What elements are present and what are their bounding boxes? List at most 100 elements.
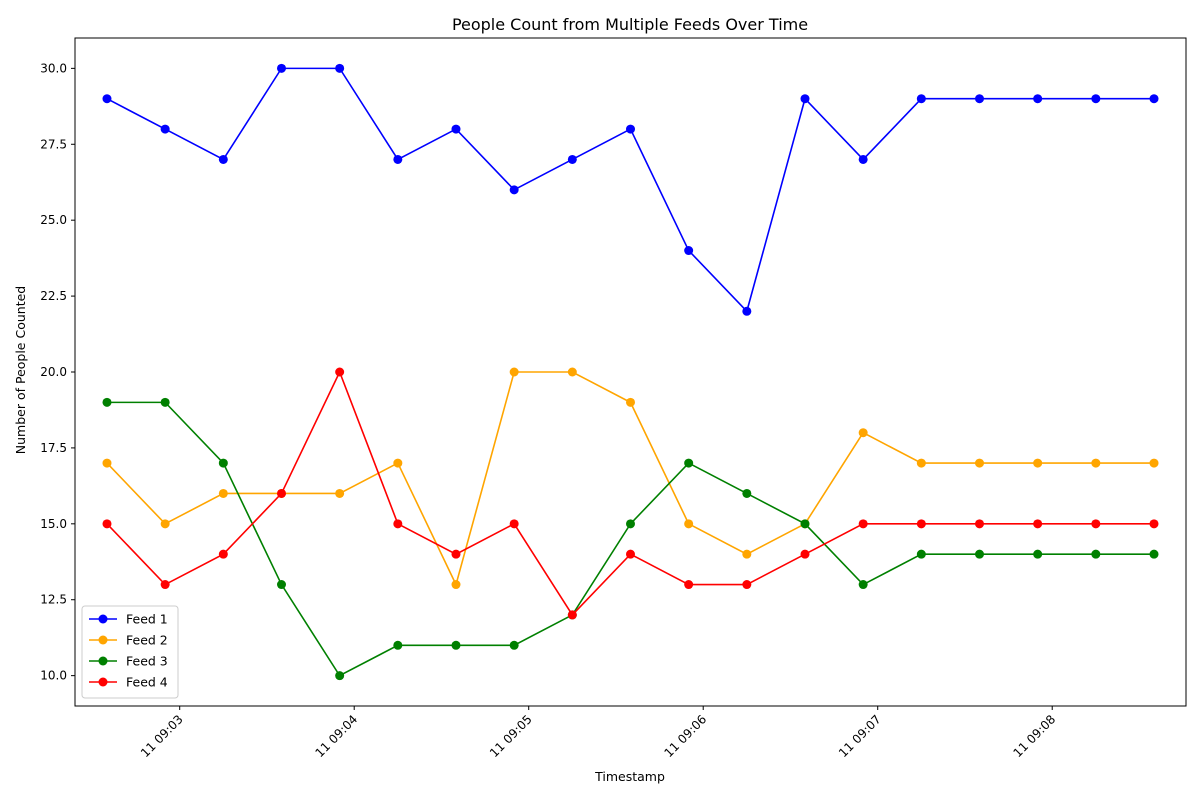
data-point [626, 549, 635, 559]
data-point [509, 519, 519, 529]
data-point [1091, 458, 1101, 468]
legend-label: Feed 1 [126, 612, 168, 627]
data-point [1033, 94, 1043, 104]
legend-item: Feed 4 [89, 675, 168, 690]
y-tick-label: 20.0 [40, 365, 67, 379]
data-point [975, 458, 985, 468]
data-point [1033, 549, 1043, 559]
legend-marker [98, 635, 108, 645]
y-axis-label: Number of People Counted [13, 286, 28, 454]
legend-box [81, 605, 179, 699]
data-point [1033, 458, 1043, 468]
data-point [742, 549, 752, 559]
x-tick-label: 11 09:08 [1010, 712, 1058, 760]
y-tick-label: 27.5 [40, 137, 67, 151]
data-point [800, 94, 810, 104]
data-point [858, 519, 868, 529]
data-point [916, 94, 926, 104]
y-axis: 10.0 12.5 15.0 17.5 20.0 22.5 25.0 27.5 30.0 [40, 61, 75, 683]
data-point [393, 519, 403, 529]
data-point [858, 154, 868, 164]
y-tick-label: 25.0 [40, 213, 67, 227]
legend-marker [98, 656, 108, 666]
data-point [858, 580, 868, 590]
data-point [1091, 549, 1101, 559]
y-tick-label: 30.0 [40, 61, 67, 75]
legend-item: Feed 1 [89, 612, 168, 627]
data-point [335, 488, 345, 498]
data-point [567, 367, 577, 377]
data-point [1149, 549, 1159, 559]
chart-title: People Count from Multiple Feeds Over Ti… [452, 15, 808, 34]
data-point [335, 671, 345, 681]
plot-frame [74, 37, 1187, 707]
data-point [276, 580, 286, 590]
data-point [684, 246, 694, 256]
legend-item: Feed 2 [89, 633, 168, 648]
data-point [684, 458, 694, 468]
data-point [975, 94, 985, 104]
x-tick-label: 11 09:05 [487, 712, 535, 760]
data-point [335, 63, 345, 73]
y-tick-label: 17.5 [40, 441, 67, 455]
data-point [916, 519, 926, 529]
data-point [1033, 519, 1043, 529]
data-point [160, 580, 170, 590]
data-point [393, 154, 403, 164]
data-point [626, 519, 635, 529]
legend-item: Feed 3 [89, 654, 168, 669]
data-point [626, 397, 635, 407]
data-point [1149, 458, 1159, 468]
y-tick-label: 15.0 [40, 517, 67, 531]
data-point [567, 154, 577, 164]
x-tick-label: 11 09:03 [138, 712, 186, 760]
data-point [1091, 519, 1101, 529]
data-point [218, 458, 228, 468]
data-point [218, 154, 228, 164]
data-point [393, 640, 403, 650]
data-point [567, 610, 577, 620]
x-tick-label: 11 09:07 [836, 712, 884, 760]
data-point [335, 367, 345, 377]
data-point [451, 124, 461, 134]
data-point [1149, 519, 1159, 529]
data-point [509, 640, 519, 650]
x-axis: 11 09:03 11 09:04 11 09:05 11 09:06 11 09:07… [138, 706, 1058, 760]
data-point [916, 549, 926, 559]
series-1 [102, 63, 1159, 316]
data-point [742, 306, 752, 316]
data-point [218, 549, 228, 559]
data-point [975, 549, 985, 559]
data-point [684, 519, 694, 529]
data-point [1149, 94, 1159, 104]
plot-area [74, 37, 1187, 707]
legend-label: Feed 4 [126, 675, 168, 690]
data-point [393, 458, 403, 468]
data-point [916, 458, 926, 468]
data-point [102, 397, 112, 407]
data-point [509, 367, 519, 377]
legend-label: Feed 2 [126, 633, 168, 648]
data-point [451, 580, 461, 590]
legend-marker [98, 677, 108, 687]
data-point [800, 519, 810, 529]
x-tick-label: 11 09:06 [661, 712, 709, 760]
data-point [684, 580, 694, 590]
series-line [106, 401, 1155, 677]
data-point [626, 124, 635, 134]
legend: Feed 1 Feed 2 Feed 3 Feed 4 [81, 605, 179, 699]
y-tick-label: 12.5 [40, 593, 67, 607]
data-point [451, 549, 461, 559]
data-point [1091, 94, 1101, 104]
data-point [800, 549, 810, 559]
series-4 [102, 367, 1159, 620]
data-point [858, 428, 868, 438]
legend-marker [98, 614, 108, 624]
series-3 [102, 397, 1159, 681]
data-point [102, 94, 112, 104]
data-point [160, 124, 170, 134]
data-point [276, 63, 286, 73]
data-point [102, 519, 112, 529]
data-point [276, 488, 286, 498]
